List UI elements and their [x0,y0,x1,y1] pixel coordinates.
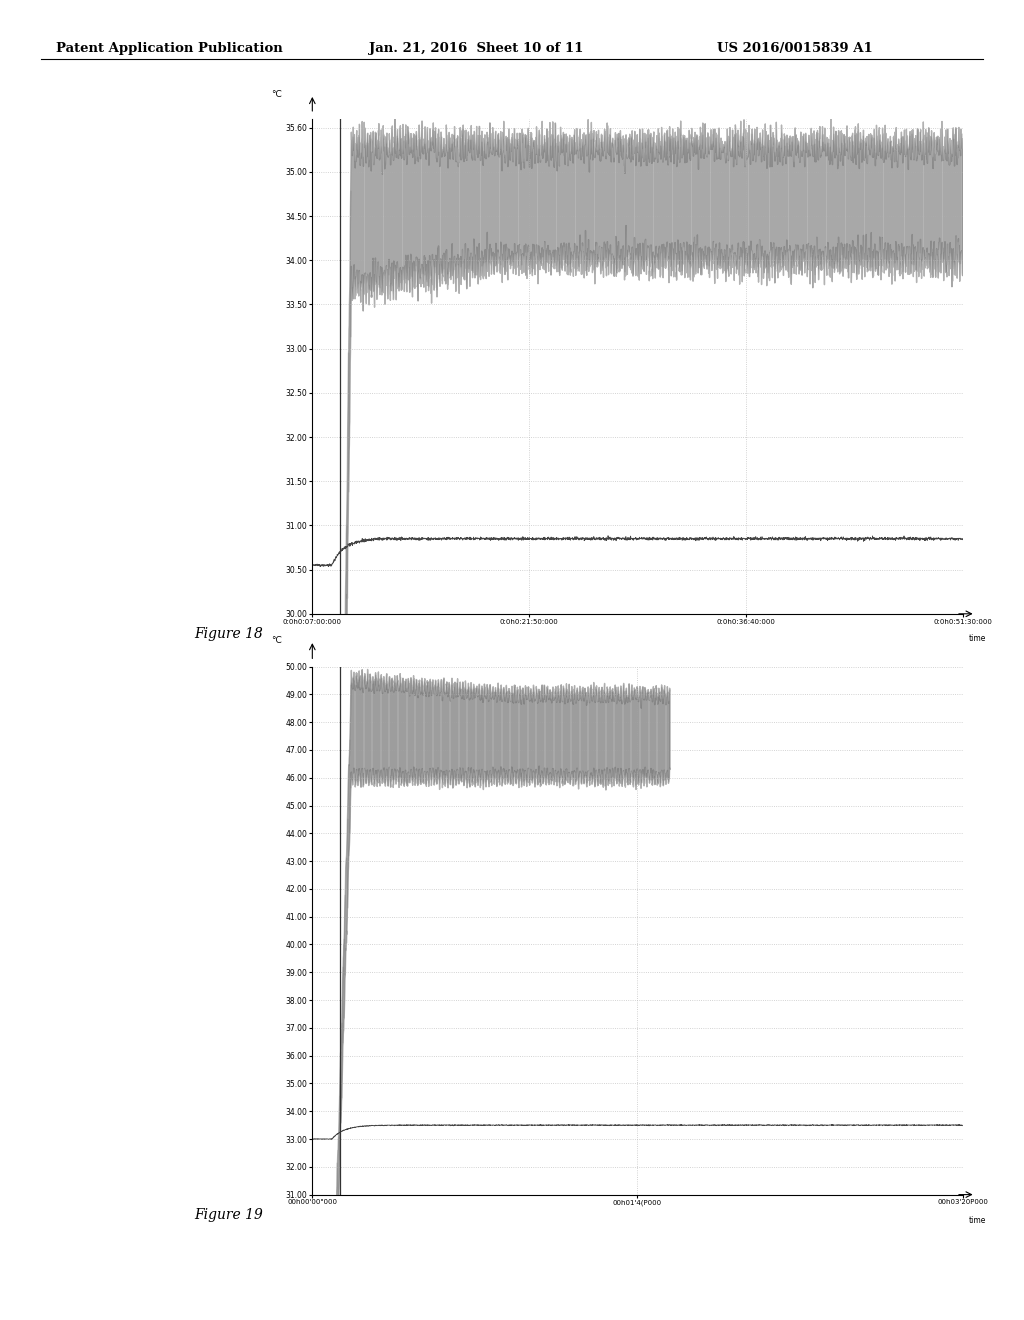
Text: Patent Application Publication: Patent Application Publication [56,42,283,55]
Text: time: time [969,634,986,643]
Text: °C: °C [271,636,282,645]
Text: Figure 19: Figure 19 [195,1208,263,1222]
Text: Figure 18: Figure 18 [195,627,263,642]
Text: time: time [969,1216,986,1225]
Text: Jan. 21, 2016  Sheet 10 of 11: Jan. 21, 2016 Sheet 10 of 11 [369,42,583,55]
Text: °C: °C [271,90,282,99]
Text: US 2016/0015839 A1: US 2016/0015839 A1 [717,42,872,55]
